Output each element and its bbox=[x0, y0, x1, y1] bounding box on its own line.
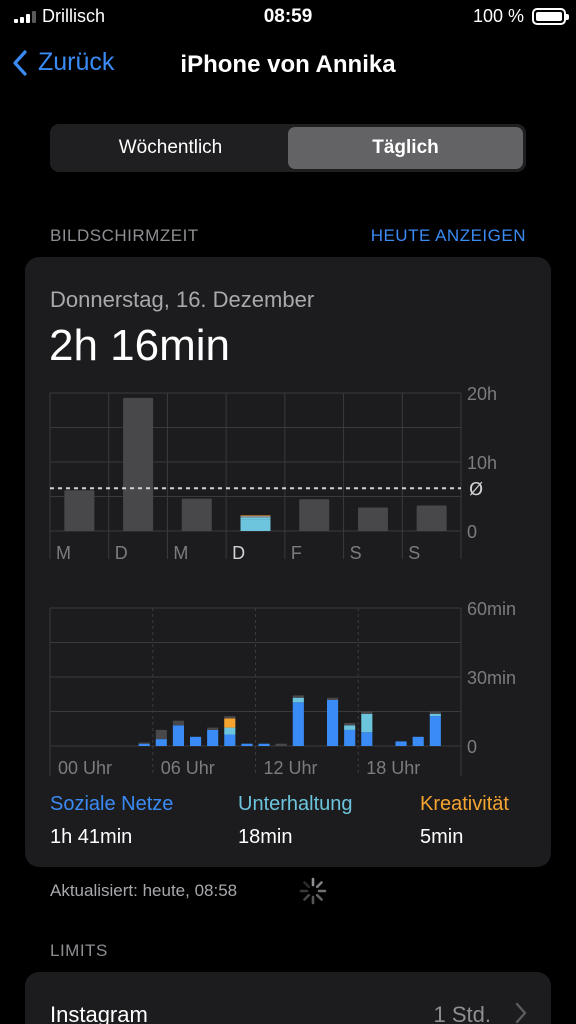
hourly-bar-segment bbox=[429, 716, 441, 746]
hourly-bar-segment bbox=[138, 742, 150, 744]
screen-time-card[interactable]: Donnerstag, 16. Dezember 2h 16min 20h 10h… bbox=[25, 257, 551, 867]
screen-time-section-label: BILDSCHIRMZEIT bbox=[50, 226, 199, 245]
legend-entertainment: Unterhaltung 18min bbox=[238, 793, 353, 849]
weekly-bar-segment bbox=[240, 515, 271, 516]
limit-time: 1 Std. bbox=[433, 1002, 491, 1024]
hourly-bar-segment bbox=[155, 729, 167, 740]
page-title: iPhone von Annika bbox=[180, 51, 396, 78]
weekly-bar bbox=[181, 498, 212, 531]
hourly-bar-segment bbox=[344, 725, 356, 730]
limit-row-instagram[interactable]: Instagram 1 Std. bbox=[25, 972, 551, 1024]
weekly-bar bbox=[416, 505, 447, 531]
hourly-bar-segment bbox=[224, 727, 236, 735]
weekly-bar bbox=[64, 490, 95, 531]
back-button[interactable]: Zurück bbox=[12, 48, 114, 77]
weekly-bar bbox=[123, 397, 154, 531]
total-screen-time: 2h 16min bbox=[49, 321, 231, 370]
hourly-bar-segment bbox=[138, 743, 150, 746]
weekly-bar-segment bbox=[240, 519, 271, 531]
hourly-bar-segment bbox=[241, 743, 253, 746]
hourly-bar-segment bbox=[395, 741, 407, 746]
hourly-bar-segment bbox=[429, 711, 441, 714]
hourly-x-tick-label: 06 Uhr bbox=[161, 758, 215, 778]
weekly-x-tick-label: S bbox=[408, 543, 420, 563]
carrier: Drillisch bbox=[42, 6, 105, 26]
navigation-bar: Zurück iPhone von Annika bbox=[0, 40, 576, 90]
hourly-bar-segment bbox=[344, 729, 356, 746]
legend-social: Soziale Netze 1h 41min bbox=[50, 793, 173, 849]
legend-social-name: Soziale Netze bbox=[50, 793, 174, 815]
hourly-x-tick-label: 00 Uhr bbox=[58, 758, 112, 778]
legend-creativity: Kreativität 5min bbox=[420, 793, 509, 849]
hourly-bar-segment bbox=[172, 720, 184, 726]
segment-daily[interactable]: Täglich bbox=[288, 127, 523, 169]
weekly-y-tick-label: 0 bbox=[467, 522, 477, 542]
weekly-x-tick-label: S bbox=[350, 543, 362, 563]
chevron-left-icon bbox=[13, 49, 27, 76]
hourly-bar-segment bbox=[361, 713, 373, 733]
weekly-bar-segment bbox=[240, 517, 271, 520]
hourly-bar-segment bbox=[224, 734, 236, 746]
weekly-bar bbox=[357, 507, 388, 531]
hourly-x-tick-label: 18 Uhr bbox=[366, 758, 420, 778]
selected-date: Donnerstag, 16. Dezember bbox=[50, 287, 315, 312]
show-today-link[interactable]: HEUTE ANZEIGEN bbox=[370, 226, 526, 245]
hourly-bar-segment bbox=[172, 725, 184, 746]
hourly-bar-segment bbox=[344, 723, 356, 726]
hourly-x-tick-label: 12 Uhr bbox=[264, 758, 318, 778]
hourly-y-tick-label: 60min bbox=[467, 599, 516, 619]
legend-creativity-value: 5min bbox=[420, 826, 464, 848]
hourly-bar-segment bbox=[190, 736, 202, 746]
weekly-bar-segment bbox=[240, 515, 271, 518]
weekly-y-tick-label: 20h bbox=[467, 384, 497, 404]
chevron-right-icon bbox=[515, 1002, 527, 1024]
segment-weekly[interactable]: Wöchentlich bbox=[118, 137, 223, 158]
hourly-bar-segment bbox=[155, 739, 167, 746]
hourly-bar-segment bbox=[412, 736, 424, 746]
period-segmented-control: Wöchentlich Täglich bbox=[50, 124, 526, 172]
hourly-bar-segment bbox=[292, 702, 304, 746]
weekly-x-tick-label: M bbox=[173, 543, 188, 563]
hourly-bar-segment bbox=[275, 743, 287, 746]
hourly-bar-segment bbox=[207, 727, 219, 730]
back-label: Zurück bbox=[38, 48, 115, 76]
weekly-x-tick-label: D bbox=[232, 543, 245, 563]
battery-percent: 100 % bbox=[472, 6, 524, 26]
hourly-y-tick-label: 30min bbox=[467, 668, 516, 688]
battery-icon bbox=[532, 8, 569, 25]
limit-app-name: Instagram bbox=[50, 1002, 148, 1024]
legend-social-value: 1h 41min bbox=[50, 826, 133, 848]
hourly-bar-segment bbox=[258, 743, 270, 746]
weekly-x-tick-label: F bbox=[291, 543, 302, 563]
legend-entertainment-value: 18min bbox=[238, 826, 293, 848]
legend-creativity-name: Kreativität bbox=[420, 793, 509, 815]
weekly-y-tick-label: 10h bbox=[467, 453, 497, 473]
hourly-bar-segment bbox=[327, 697, 339, 700]
hourly-bar-segment bbox=[207, 729, 219, 746]
hourly-bar-segment bbox=[361, 711, 373, 714]
hourly-bar-segment bbox=[224, 716, 236, 719]
hourly-bar-segment bbox=[361, 732, 373, 746]
limits-section-label: LIMITS bbox=[50, 941, 108, 960]
status-time: 08:59 bbox=[263, 6, 313, 27]
signal-icon bbox=[14, 11, 36, 23]
weekly-x-tick-label: D bbox=[115, 543, 128, 563]
status-bar: Drillisch 08:59 100 % bbox=[0, 0, 576, 34]
weekly-x-tick-label: M bbox=[56, 543, 71, 563]
hourly-y-tick-label: 0 bbox=[467, 737, 477, 757]
updated-text: Aktualisiert: heute, 08:58 bbox=[50, 881, 238, 900]
hourly-bar-segment bbox=[224, 718, 236, 728]
hourly-bar-segment bbox=[292, 697, 304, 703]
hourly-bar-segment bbox=[292, 695, 304, 698]
hourly-bar-segment bbox=[429, 713, 441, 717]
weekly-average-label: Ø bbox=[469, 479, 483, 500]
weekly-bar bbox=[299, 499, 330, 531]
hourly-bar-segment bbox=[327, 700, 339, 746]
loading-spinner-icon bbox=[299, 877, 327, 905]
legend-entertainment-name: Unterhaltung bbox=[238, 793, 353, 815]
screen-time-charts[interactable]: 20h 10h 0 M D M D F S S Ø 60min 30min 0 00 Uhr 06 Uhr 12… bbox=[25, 257, 551, 787]
